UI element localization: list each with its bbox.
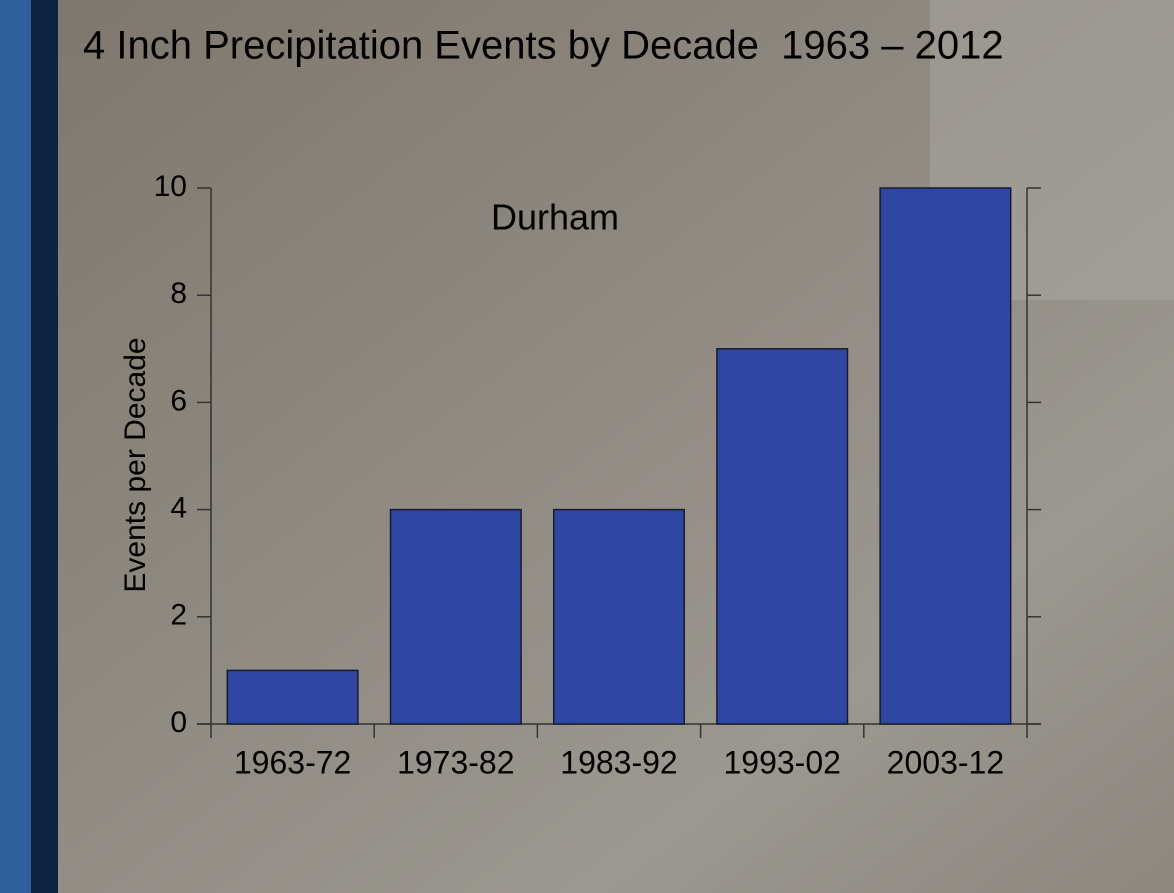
side-strip (0, 0, 31, 893)
y-tick-label: 10 (154, 170, 187, 203)
x-tick-label: 2003-12 (887, 744, 1004, 780)
bar (391, 510, 522, 724)
bar (717, 349, 848, 724)
side-strip-dark (31, 0, 58, 893)
bar (880, 188, 1011, 724)
page: 4 Inch Precipitation Events by Decade 19… (0, 0, 1174, 893)
y-tick-label: 2 (170, 599, 187, 632)
bar (554, 510, 685, 724)
bar (227, 670, 358, 724)
chart: 4 Inch Precipitation Events by Decade 19… (0, 0, 1174, 893)
x-tick-label: 1993-02 (723, 744, 840, 780)
x-tick-label: 1983-92 (560, 744, 677, 780)
annotation: Durham (491, 197, 619, 238)
y-tick-label: 8 (170, 277, 187, 310)
y-tick-label: 0 (170, 706, 187, 739)
chart-title: 4 Inch Precipitation Events by Decade 19… (83, 24, 1004, 68)
y-tick-label: 4 (170, 492, 187, 525)
y-axis-label: Events per Decade (119, 337, 152, 592)
y-tick-label: 6 (170, 384, 187, 417)
x-tick-label: 1963-72 (234, 744, 351, 780)
x-tick-label: 1973-82 (397, 744, 514, 780)
